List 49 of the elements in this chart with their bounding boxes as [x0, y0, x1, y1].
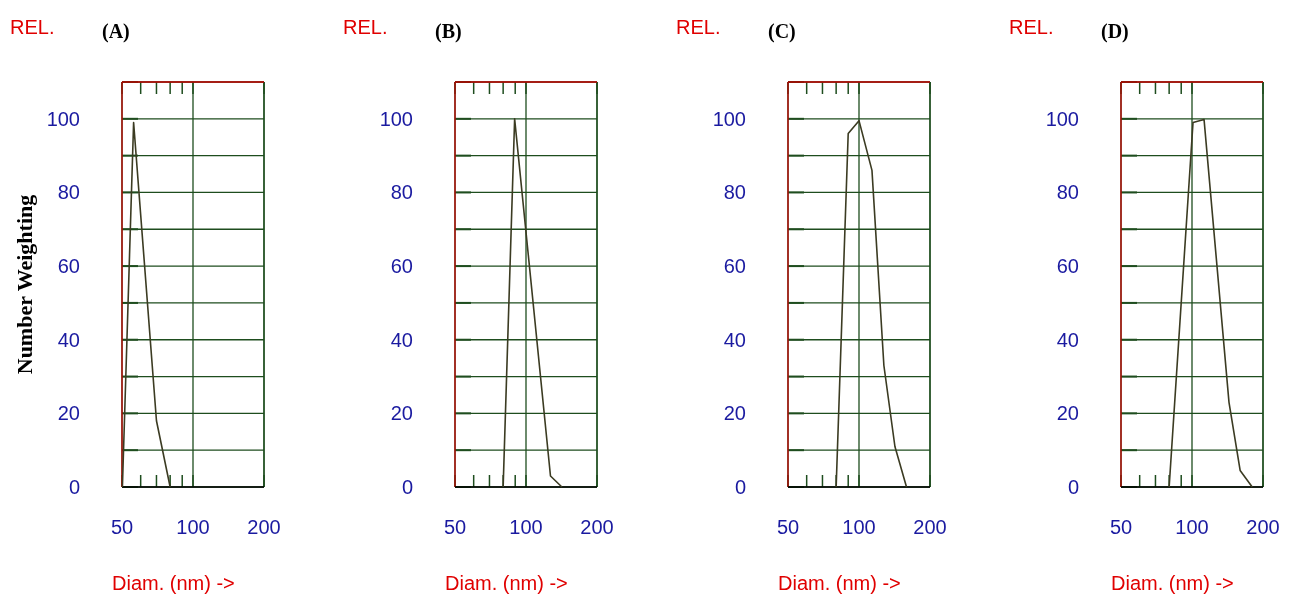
- y-axis-title: Number Weighting: [12, 194, 37, 375]
- y-tick-label: 0: [1067, 476, 1079, 498]
- x-tick-label: 50: [776, 516, 800, 538]
- y-tick-label: 0: [68, 476, 80, 498]
- x-tick-label: 200: [913, 516, 947, 538]
- text: REL.: [676, 16, 721, 38]
- y-tick-label: 80: [723, 181, 746, 204]
- y-tick-label: 20: [1056, 402, 1079, 425]
- y-tick-label: 20: [390, 402, 413, 425]
- y-tick-label: 80: [390, 181, 413, 204]
- y-tick-label: 60: [723, 255, 746, 278]
- y-tick-label: 0: [734, 476, 746, 498]
- y-tick-label: 20: [57, 402, 80, 425]
- x-tick-label: 50: [1109, 516, 1133, 538]
- x-tick-label: 100: [842, 516, 876, 538]
- text: REL.: [343, 16, 388, 38]
- text: REL.: [10, 16, 55, 38]
- y-tick-label: 40: [1056, 328, 1079, 351]
- chart-title: (C): [768, 20, 796, 43]
- x-axis-title: Diam. (nm) ->: [445, 572, 568, 594]
- text: REL.: [1009, 16, 1054, 38]
- y-tick-label: 100: [712, 107, 746, 130]
- y-tick-label: 60: [1056, 255, 1079, 278]
- x-axis-title: Diam. (nm) ->: [778, 572, 901, 594]
- y-tick-label: 40: [723, 328, 746, 351]
- x-tick-label: 100: [1175, 516, 1209, 538]
- chart-title: (A): [102, 20, 130, 43]
- y-tick-label: 0: [401, 476, 413, 498]
- x-tick-label: 50: [443, 516, 467, 538]
- x-axis-title: Diam. (nm) ->: [1111, 572, 1234, 594]
- y-tick-label: 40: [57, 328, 80, 351]
- x-tick-label: 200: [580, 516, 614, 538]
- y-tick-label: 60: [390, 255, 413, 278]
- y-tick-label: 20: [723, 402, 746, 425]
- x-tick-label: 100: [176, 516, 210, 538]
- y-tick-label: 100: [379, 107, 413, 130]
- y-tick-label: 80: [57, 181, 80, 204]
- y-tick-label: 100: [1045, 107, 1079, 130]
- y-tick-label: 80: [1056, 181, 1079, 204]
- x-tick-label: 50: [110, 516, 134, 538]
- x-tick-label: 200: [1246, 516, 1280, 538]
- y-tick-label: 60: [57, 255, 80, 278]
- x-tick-label: 100: [509, 516, 543, 538]
- x-tick-label: 200: [247, 516, 281, 538]
- y-tick-label: 100: [46, 107, 80, 130]
- y-tick-label: 40: [390, 328, 413, 351]
- chart-title: (B): [435, 20, 462, 43]
- x-axis-title: Diam. (nm) ->: [112, 572, 235, 594]
- chart-title: (D): [1101, 20, 1129, 43]
